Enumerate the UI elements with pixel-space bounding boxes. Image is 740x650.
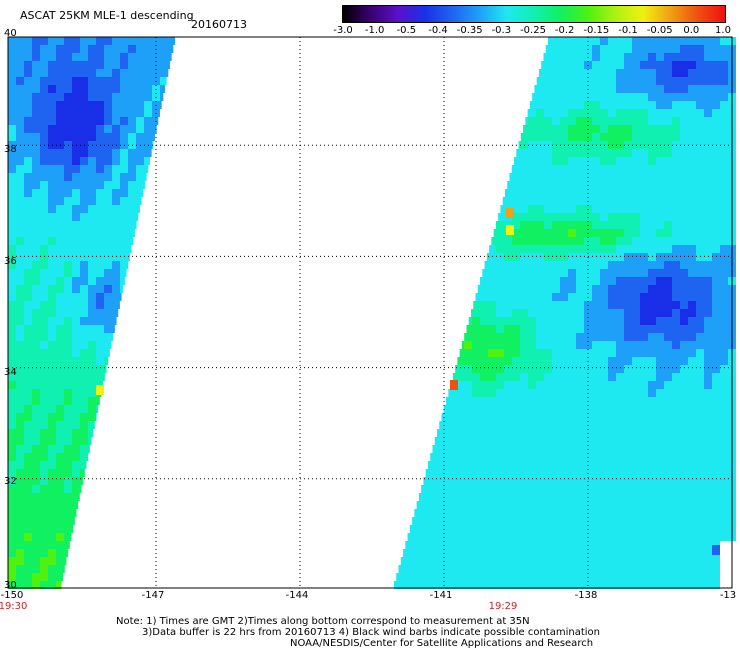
swath-data <box>8 37 736 589</box>
colorbar-label: -0.15 <box>583 25 610 36</box>
colorbar-label: -0.4 <box>428 25 448 36</box>
lon-label-141: -141 <box>429 590 453 601</box>
lat-label-30: 30 <box>4 580 17 591</box>
lat-label-38: 38 <box>4 144 17 155</box>
colorbar-label: 1.0 <box>715 25 731 36</box>
grid-lines <box>8 37 732 588</box>
colorbar-label: -3.0 <box>333 25 353 36</box>
lon-label-138: -138 <box>574 590 598 601</box>
lat-label-36: 36 <box>4 256 17 267</box>
time-label-right: 19:29 <box>488 601 518 612</box>
note-line-3: NOAA/NESDIS/Center for Satellite Applica… <box>290 638 594 649</box>
colorbar-label: -0.05 <box>646 25 673 36</box>
colorbar-label: -0.5 <box>396 25 417 36</box>
map-title: ASCAT 25KM MLE-1 descending <box>20 9 194 22</box>
colorbar-label: -0.35 <box>456 25 483 36</box>
lon-label-144: -144 <box>285 590 309 601</box>
colorbar-label: -0.2 <box>554 25 575 36</box>
map-frame <box>7 36 733 589</box>
colorbar-label: -1.0 <box>364 25 385 36</box>
colorbar-label: -0.1 <box>618 25 638 36</box>
lat-label-34: 34 <box>4 367 17 378</box>
lon-label-147: -147 <box>141 590 165 601</box>
lon-label-150: -150 <box>0 590 24 601</box>
colorbar-label: -0.3 <box>491 25 512 36</box>
note-line-2: 3)Data buffer is 22 hrs from 20160713 4)… <box>142 627 600 638</box>
colorbar <box>342 5 726 23</box>
colorbar-label: -0.25 <box>520 25 546 36</box>
time-label-left: 19:30 <box>0 601 28 612</box>
colorbar-label: 0.0 <box>683 25 700 36</box>
lat-label-40: 40 <box>4 28 17 39</box>
lon-label-134: -13 <box>719 590 737 601</box>
lat-label-32: 32 <box>4 476 17 487</box>
map-date: 20160713 <box>191 18 247 31</box>
note-line-1: Note: 1) Times are GMT 2)Times along bot… <box>116 616 530 627</box>
